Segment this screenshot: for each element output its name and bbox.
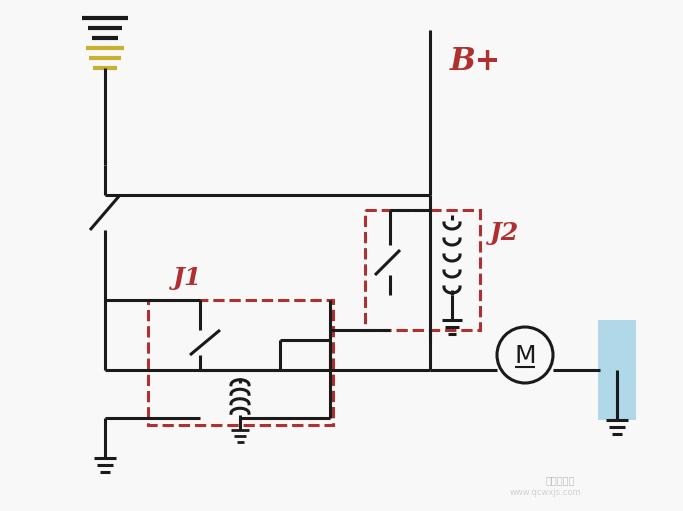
Text: J2: J2: [490, 221, 519, 245]
FancyBboxPatch shape: [598, 320, 636, 420]
Text: M: M: [514, 344, 535, 368]
Text: J1: J1: [173, 266, 202, 290]
Text: 汽车技术网: 汽车技术网: [545, 475, 574, 485]
Text: www.qcwxjs.com: www.qcwxjs.com: [510, 487, 581, 497]
Text: B+: B+: [450, 46, 501, 77]
